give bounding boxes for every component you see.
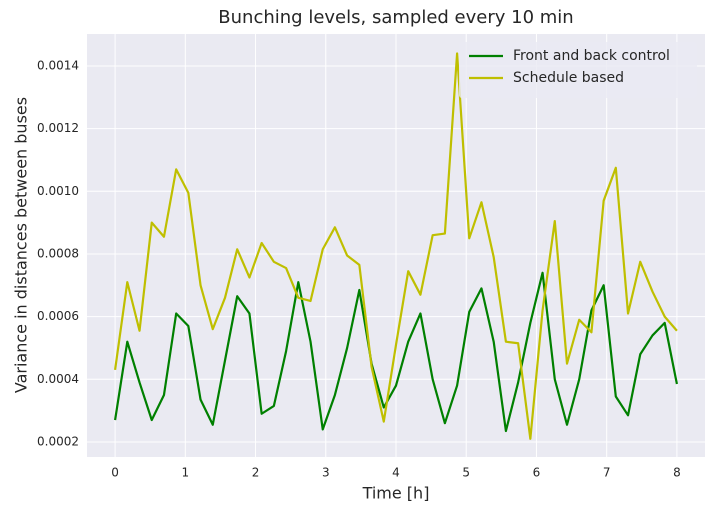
x-tick-label: 5 [462, 466, 470, 480]
x-tick-label: 2 [252, 466, 260, 480]
x-tick-label: 8 [673, 466, 681, 480]
y-tick-label: 0.0012 [37, 121, 79, 135]
chart-title: Bunching levels, sampled every 10 min [218, 7, 573, 28]
series-line [114, 271, 678, 433]
x-tick-label: 7 [603, 466, 611, 480]
y-tick-label: 0.0004 [37, 372, 79, 386]
y-tick-label: 0.0008 [37, 246, 79, 260]
legend-label: Schedule based [513, 70, 624, 86]
x-tick-label: 6 [533, 466, 541, 480]
y-axis-label: Variance in distances between buses [12, 97, 31, 393]
y-tick-label: 0.0002 [37, 434, 79, 448]
x-tick-label: 3 [322, 466, 330, 480]
y-tick-label: 0.0010 [37, 184, 79, 198]
y-tick-label: 0.0014 [37, 58, 79, 72]
y-tick-label: 0.0006 [37, 309, 79, 323]
legend-label: Front and back control [513, 48, 670, 64]
x-axis-label: Time [h] [362, 484, 430, 503]
x-tick-label: 4 [392, 466, 400, 480]
legend-box [459, 42, 697, 98]
series-line [114, 52, 678, 440]
x-tick-label: 0 [111, 466, 119, 480]
x-tick-label: 1 [181, 466, 189, 480]
